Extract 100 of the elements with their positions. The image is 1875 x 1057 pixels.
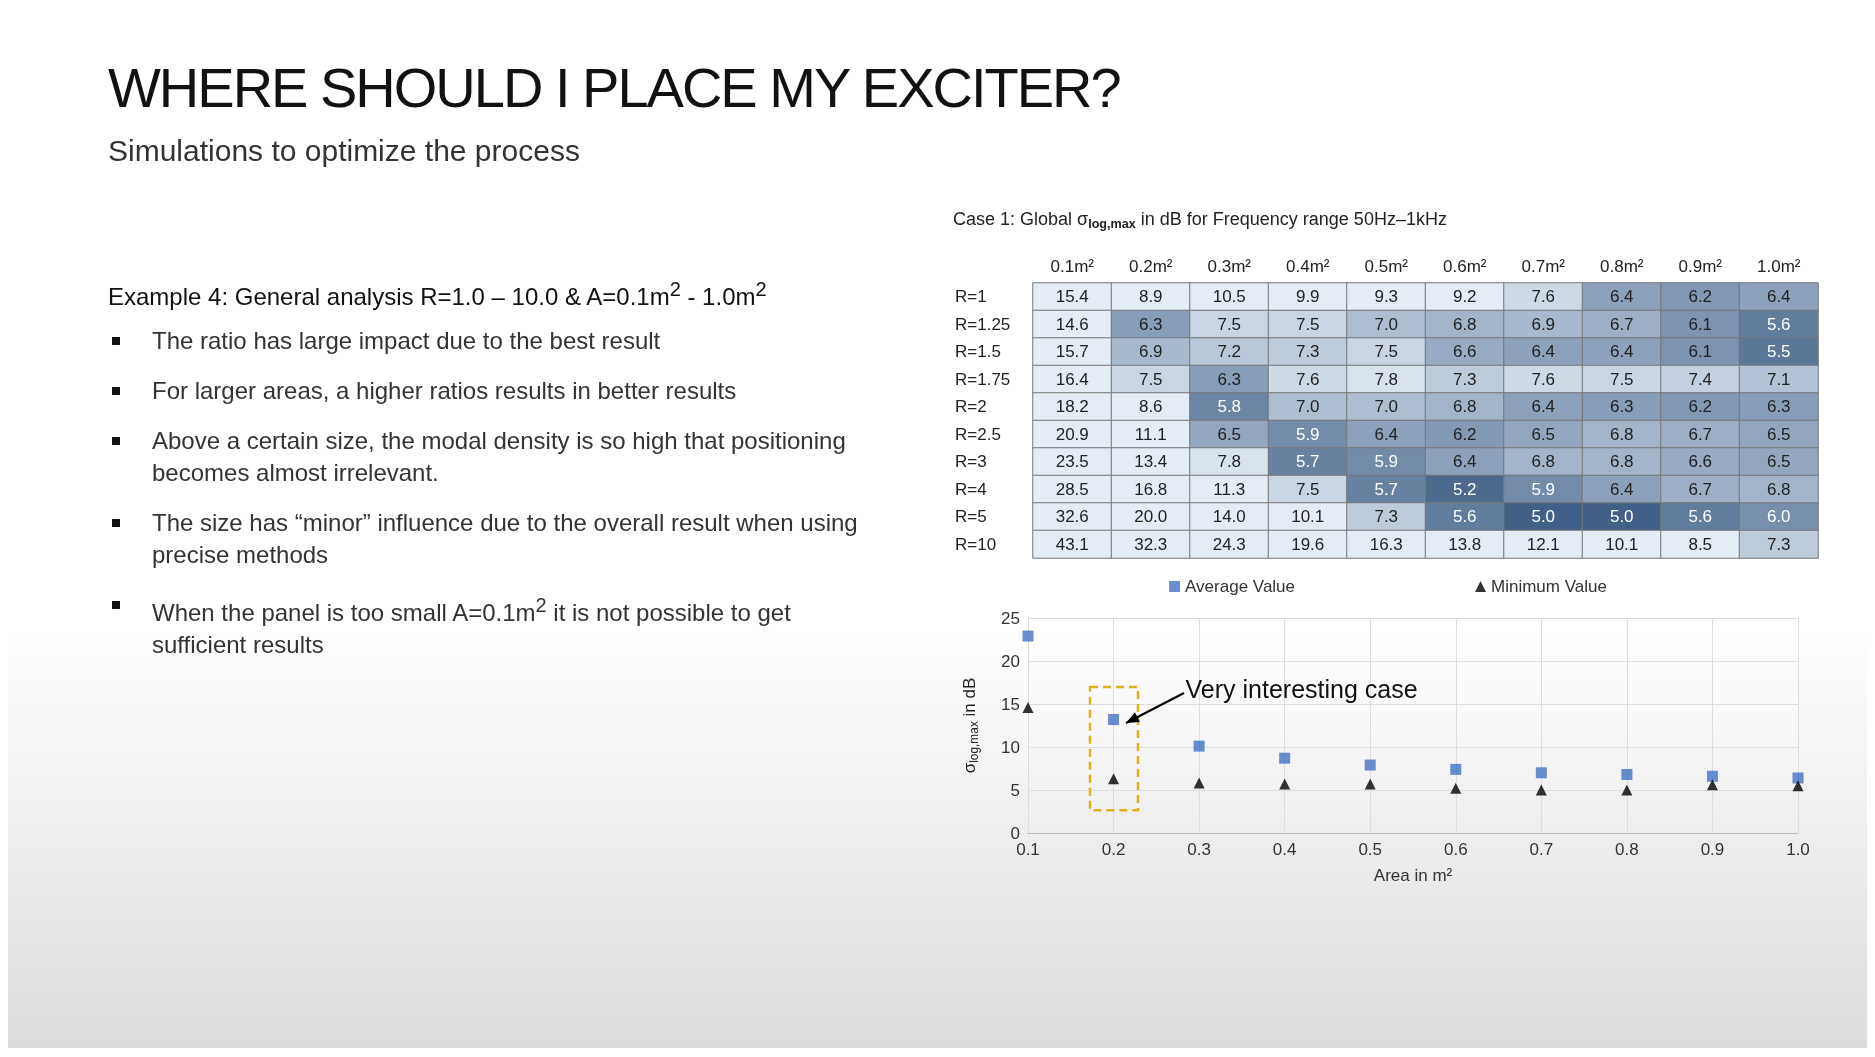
data-label: 6.4 — [1609, 287, 1634, 307]
data-label: 7.8 — [1217, 452, 1242, 472]
x-tick-label: 1.0 — [1786, 840, 1810, 859]
point — [1535, 784, 1547, 796]
x-tick-label: 0.6 — [1443, 840, 1468, 859]
data-label: 10.1 — [1291, 507, 1325, 527]
text: WHERE SHOULD I PLACE MY EXCITER? — [108, 55, 1120, 121]
y-tick-label: R=4 — [955, 479, 987, 499]
data-label: 6.9 — [1138, 342, 1163, 362]
x-tick-label: 0.7 — [1529, 840, 1554, 859]
data-label: 6.1 — [1688, 342, 1713, 362]
data-label: 7.5 — [1295, 314, 1320, 334]
annotation: Very interesting case — [1185, 675, 1418, 705]
x-tick-label: 0.3 — [1187, 840, 1211, 859]
data-label: 7.8 — [1374, 369, 1399, 389]
point — [1108, 713, 1120, 725]
y-tick-label: R=5 — [955, 507, 987, 527]
data-label: 7.0 — [1374, 314, 1399, 334]
data-label: 6.6 — [1452, 342, 1477, 362]
data-label: 7.3 — [1766, 534, 1791, 554]
y-tick-label: 20 — [1001, 651, 1020, 671]
data-label: 6.5 — [1766, 452, 1791, 472]
data-label: 5.9 — [1374, 452, 1399, 472]
point — [1193, 777, 1205, 789]
data-label: 6.7 — [1688, 424, 1713, 444]
data-label: 8.6 — [1138, 397, 1163, 417]
x-tick-label: 0.1 — [1016, 840, 1040, 859]
data-label: 6.4 — [1609, 479, 1634, 499]
y-tick-label: 5 — [1010, 780, 1020, 800]
text: Simulations to optimize the process — [108, 134, 581, 168]
data-label: 16.3 — [1369, 534, 1403, 554]
data-label: 7.4 — [1688, 369, 1713, 389]
data-label: 6.1 — [1688, 314, 1713, 334]
y-tick-label: R=1.5 — [955, 342, 1001, 362]
y-tick-label: R=1 — [955, 287, 987, 307]
data-label: 6.3 — [1217, 369, 1242, 389]
data-label: 7.6 — [1531, 287, 1556, 307]
y-tick-label: R=1.25 — [955, 314, 1011, 334]
data-label: 6.2 — [1688, 287, 1713, 307]
y-tick-label: R=10 — [955, 534, 997, 554]
x-tick-label: 0.7m² — [1521, 257, 1566, 276]
data-label: 24.3 — [1212, 534, 1246, 554]
x-axis-title: Area in m² — [1373, 866, 1453, 885]
x-tick-label: 0.8 — [1615, 840, 1639, 859]
x-tick-label: 0.1m² — [1050, 257, 1095, 276]
data-label: 6.7 — [1688, 479, 1713, 499]
y-tick-label: 25 — [1001, 608, 1020, 628]
x-tick-label: 1.0m² — [1757, 257, 1801, 276]
x-tick-label: 0.2 — [1101, 840, 1126, 859]
point — [1108, 773, 1120, 785]
point — [1621, 769, 1633, 781]
point — [1792, 780, 1804, 792]
data-label: 11.3 — [1213, 479, 1246, 499]
data-label: 6.4 — [1766, 287, 1791, 307]
legend-label: Average Value — [1185, 577, 1296, 596]
point — [1279, 752, 1291, 764]
data-label: 6.2 — [1452, 424, 1477, 444]
data-label: 6.3 — [1609, 397, 1634, 417]
text: The size has “minor” influence due to the overall result when using precise methods — [152, 508, 859, 570]
data-label: 9.2 — [1452, 287, 1477, 307]
legend-label: Minimum Value — [1491, 577, 1607, 596]
data-label: 6.0 — [1766, 507, 1791, 527]
text: The ratio has large impact due to the best result — [152, 326, 662, 356]
x-tick-label: 0.8m² — [1600, 257, 1644, 276]
data-label: 5.9 — [1531, 479, 1556, 499]
data-label: 6.6 — [1688, 452, 1713, 472]
data-label: 13.8 — [1448, 534, 1482, 554]
data-label: 7.0 — [1295, 397, 1320, 417]
point — [1364, 759, 1376, 771]
data-label: 7.6 — [1295, 369, 1320, 389]
data-label: 5.8 — [1217, 397, 1242, 417]
text: When the panel is too small A=0.1m$^{2}$ it is not possible to get sufficient results — [152, 594, 791, 658]
y-tick-label: R=2 — [955, 397, 987, 417]
data-label: 8.5 — [1688, 534, 1713, 554]
data-label: 6.3 — [1138, 314, 1163, 334]
data-label: 11.1 — [1134, 424, 1167, 444]
data-label: 6.4 — [1531, 397, 1556, 417]
data-label: 7.5 — [1217, 314, 1242, 334]
point — [1706, 770, 1718, 782]
data-label: 6.4 — [1531, 342, 1556, 362]
data-label: 7.5 — [1295, 479, 1320, 499]
data-label: 14.6 — [1055, 314, 1089, 334]
data-label: 5.0 — [1531, 507, 1556, 527]
text: Above a certain size, the modal density is so high that positioning becomes almost irrelevant. — [152, 426, 847, 488]
y-axis-title: σlog,max in dB — [960, 677, 981, 774]
point — [1022, 630, 1034, 642]
point — [1535, 767, 1547, 779]
y-tick-label: 0 — [1010, 823, 1020, 843]
data-label: 6.8 — [1609, 452, 1634, 472]
y-tick-label: 10 — [1001, 737, 1020, 757]
data-label: 7.3 — [1374, 507, 1399, 527]
x-tick-label: 0.5m² — [1364, 257, 1409, 276]
data-label: 6.4 — [1452, 452, 1477, 472]
x-tick-label: 0.3m² — [1207, 257, 1252, 276]
data-label: 6.8 — [1452, 397, 1477, 417]
x-tick-label: 0.9m² — [1678, 257, 1723, 276]
data-label: 6.4 — [1609, 342, 1634, 362]
data-label: 20.0 — [1134, 507, 1168, 527]
data-label: 7.1 — [1766, 369, 1791, 389]
data-label: 7.0 — [1374, 397, 1399, 417]
